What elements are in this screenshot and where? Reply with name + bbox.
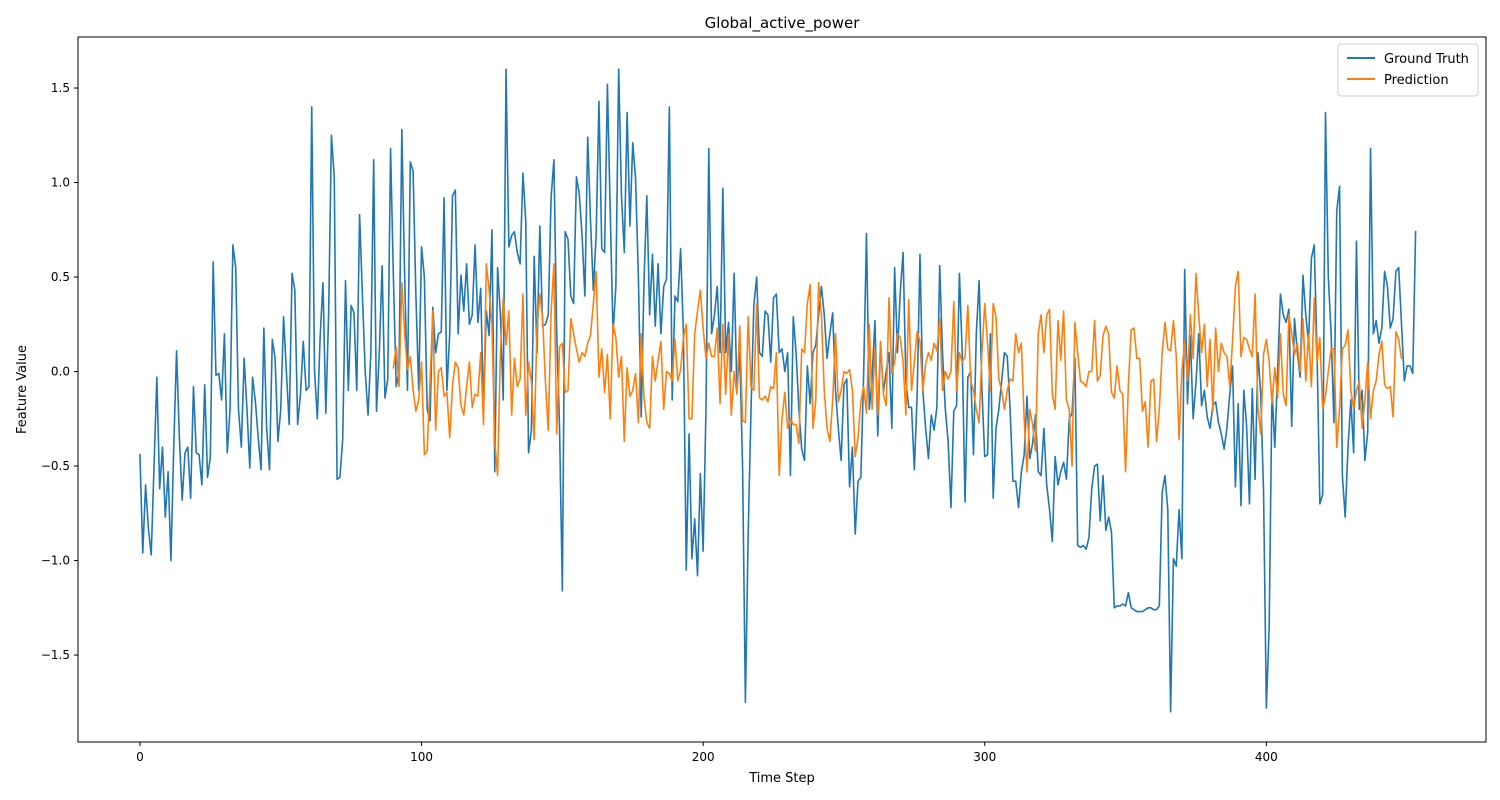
- chart-title: Global_active_power: [705, 14, 861, 33]
- y-tick-label: 1.5: [51, 81, 70, 95]
- y-tick-label: −1.0: [41, 554, 70, 568]
- x-tick-label: 100: [410, 750, 433, 764]
- axes-layer: 0 100 200 300 400 −1.5 −1.0 −0.5 0.0 0.5 1.0 1.5: [41, 81, 1278, 764]
- plot-layer: [139, 68, 1417, 713]
- y-tick-label: 0.0: [51, 365, 70, 379]
- series-line-ground-truth: [139, 68, 1417, 713]
- y-tick-label: 1.0: [51, 176, 70, 190]
- y-axis-label: Feature Value: [15, 345, 30, 434]
- x-tick-label: 300: [973, 750, 996, 764]
- legend: Ground Truth Prediction: [1337, 43, 1479, 97]
- x-tick-label: 200: [692, 750, 715, 764]
- legend-label: Ground Truth: [1384, 52, 1469, 67]
- y-tick-label: 0.5: [51, 270, 70, 284]
- y-tick-label: −0.5: [41, 459, 70, 473]
- series-line-prediction: [392, 263, 1403, 477]
- y-tick-label: −1.5: [41, 648, 70, 662]
- legend-label: Prediction: [1384, 73, 1449, 88]
- x-tick-label: 400: [1255, 750, 1278, 764]
- x-axis-label: Time Step: [748, 771, 815, 786]
- x-tick-label: 0: [136, 750, 144, 764]
- plot-frame: [77, 36, 1487, 743]
